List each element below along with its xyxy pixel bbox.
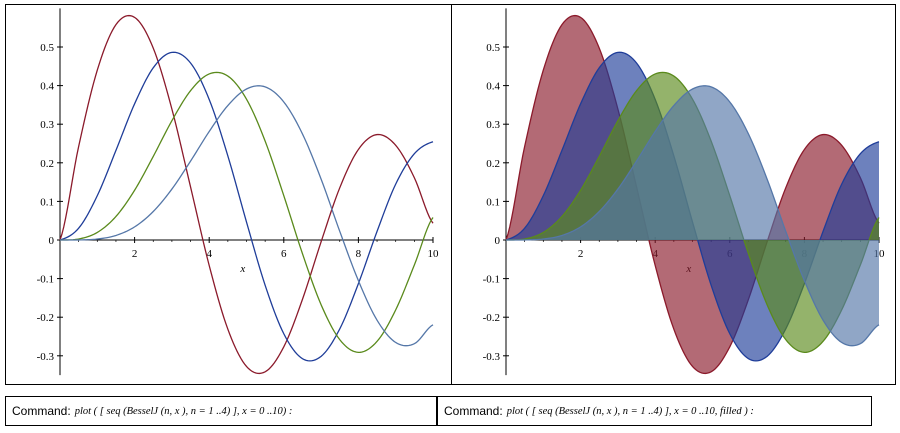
series-line-1 [505,14,880,375]
y-tick-label: 0.3 [40,119,54,131]
y-tick-label: 0.5 [40,42,54,54]
x-axis-title: x [239,263,245,275]
command-text: plot ( [ seq (BesselJ (n, x ), n = 1 ..4… [506,405,754,417]
x-tick-label: 8 [356,248,362,260]
chart-line-plot: 2 4 6 8 10 x 0.5 0.4 0.3 0.2 0.1 0 -0.1 -0.2 -0.3 [37,8,440,376]
y-tick-label: -0.1 [37,274,54,286]
plot-divider [451,4,452,385]
command-text: plot ( [ seq (BesselJ (n, x ), n = 1 ..4… [74,405,293,417]
command-label: Command: [444,404,503,418]
series-area-4 [506,85,879,346]
x-tick-label: 10 [874,248,886,260]
y-tick-label: -0.2 [483,312,500,324]
series-line-4 [60,85,434,347]
series-line-1 [59,14,434,375]
series-line-2 [59,51,434,362]
x-tick-label: 2 [578,248,584,260]
y-tick-label: 0.2 [486,158,500,170]
y-tick-label: 0.1 [40,196,54,208]
series-line-4 [506,85,880,347]
y-tick-label: 0.4 [40,81,54,93]
x-tick-label: 10 [428,248,440,260]
x-tick-label: 4 [206,248,212,260]
command-box-left: Command: plot ( [ seq (BesselJ (n, x ), … [5,396,437,426]
y-tick-label: -0.3 [483,351,501,363]
y-tick-label: -0.1 [483,274,500,286]
series-line-3 [59,71,434,354]
y-tick-label: -0.2 [37,312,54,324]
y-tick-label: -0.3 [37,351,55,363]
y-tick-label: 0.4 [486,81,500,93]
command-label: Command: [12,404,71,418]
y-tick-label: 0 [495,235,501,247]
y-tick-label: 0.3 [486,119,500,131]
y-tick-label: 0.2 [40,158,54,170]
x-tick-label: 6 [281,248,287,260]
command-box-right: Command: plot ( [ seq (BesselJ (n, x ), … [437,396,872,426]
y-tick-label: 0.5 [486,42,500,54]
x-tick-label: 2 [132,248,138,260]
plot-frame [5,4,896,385]
y-tick-label: 0.1 [486,196,500,208]
y-tick-label: 0 [49,235,55,247]
